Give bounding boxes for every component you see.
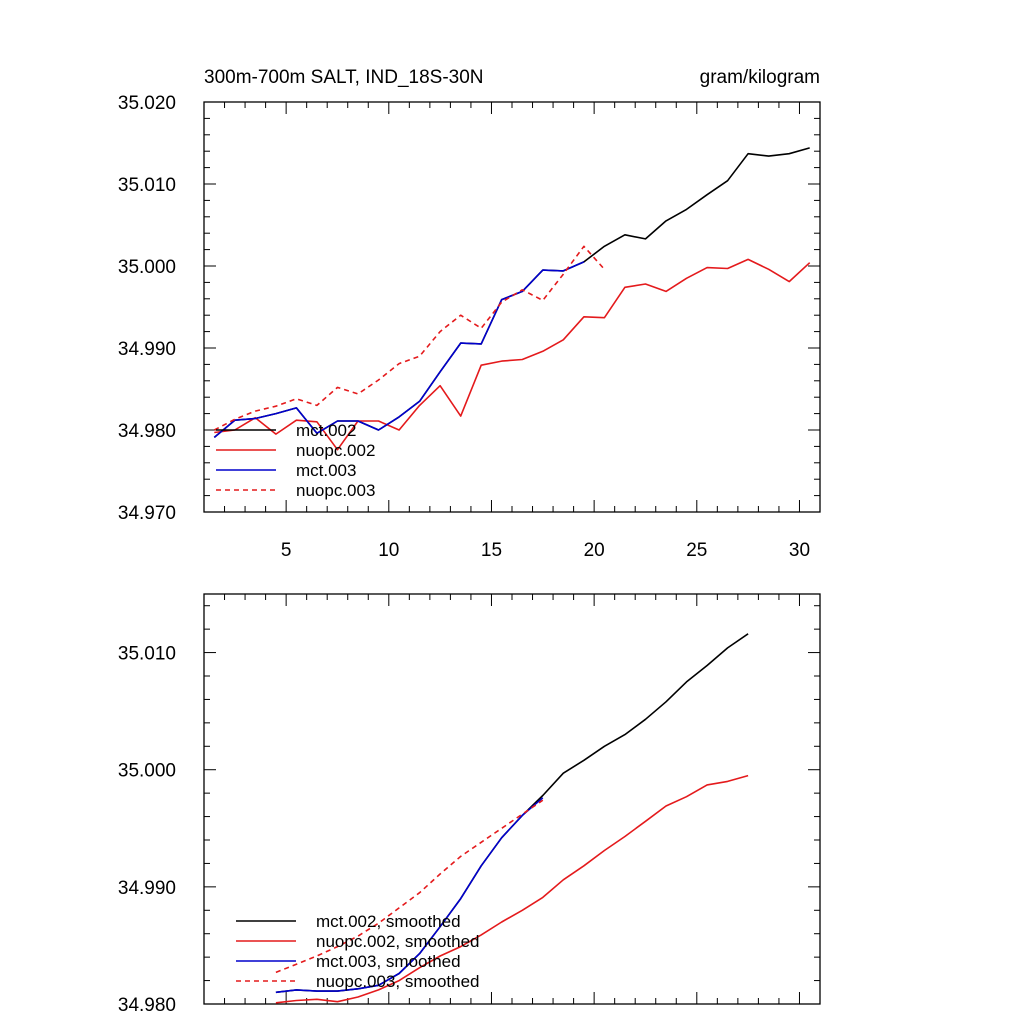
legend-label: mct.002 bbox=[296, 421, 356, 440]
legend-label: mct.002, smoothed bbox=[316, 912, 461, 931]
legend-label: nuopc.003, smoothed bbox=[316, 972, 480, 991]
series-line-4 bbox=[275, 799, 544, 974]
y-tick-label: 34.970 bbox=[118, 503, 176, 524]
y-tick-label: 34.990 bbox=[118, 878, 176, 899]
plot-frame bbox=[203, 593, 821, 1005]
legend-label: nuopc.002, smoothed bbox=[316, 932, 480, 951]
y-tick-label: 34.980 bbox=[118, 995, 176, 1016]
legend-label: mct.003, smoothed bbox=[316, 952, 461, 971]
x-tick-label: 25 bbox=[686, 540, 707, 561]
chart-title: 300m-700m SALT, IND_18S-30N bbox=[204, 67, 484, 88]
y-tick-label: 34.990 bbox=[118, 339, 176, 360]
x-tick-label: 20 bbox=[584, 540, 605, 561]
series-line-3 bbox=[213, 261, 585, 439]
x-tick-label: 10 bbox=[378, 540, 399, 561]
chart-units-label: gram/kilogram bbox=[700, 67, 820, 88]
legend-label: nuopc.003 bbox=[296, 481, 375, 500]
y-tick-label: 35.000 bbox=[118, 761, 176, 782]
y-tick-label: 35.010 bbox=[118, 175, 176, 196]
plot-layer: 34.970 34.980 34.990 35.000 35.010 35.020 5 10 1… bbox=[118, 93, 821, 1016]
legend-label: nuopc.002 bbox=[296, 441, 375, 460]
y-tick-label: 35.000 bbox=[118, 257, 176, 278]
y-tick-label: 35.020 bbox=[118, 93, 176, 114]
x-tick-label: 30 bbox=[789, 540, 810, 561]
legend-label: mct.003 bbox=[296, 461, 356, 480]
y-tick-label: 34.980 bbox=[118, 421, 176, 442]
x-tick-label: 5 bbox=[281, 540, 292, 561]
series-line-1 bbox=[213, 147, 810, 439]
series-line-4 bbox=[213, 245, 605, 431]
series-line-3 bbox=[275, 797, 544, 994]
y-tick-label: 35.010 bbox=[118, 644, 176, 665]
series-line-2 bbox=[214, 258, 811, 451]
series-line-2 bbox=[275, 774, 749, 1004]
x-tick-label: 15 bbox=[481, 540, 502, 561]
